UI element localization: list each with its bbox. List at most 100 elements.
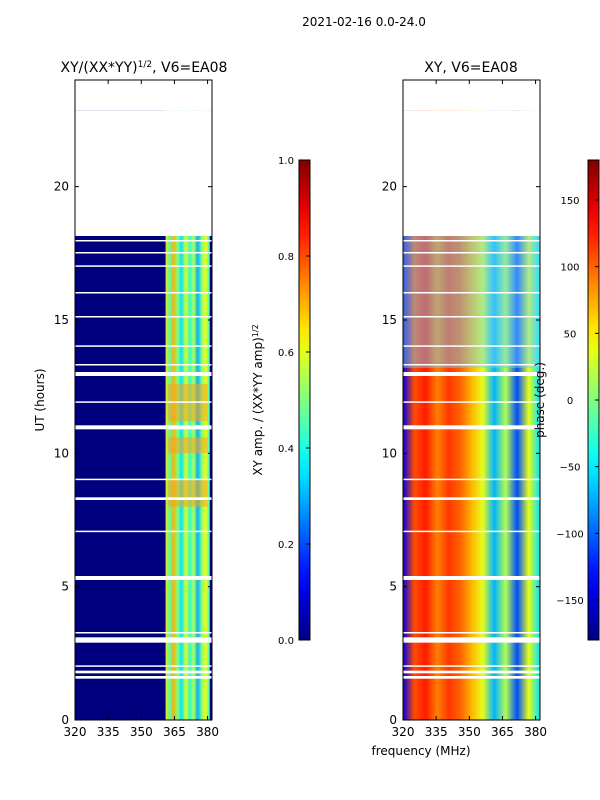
amplitude-x-ticks: 320 335 350 365 380	[64, 80, 219, 739]
amp-gap	[75, 425, 212, 430]
amp-gap	[75, 478, 212, 481]
phase-colorbar-ticks: 150 100 50 0 −50 −100 −150	[556, 196, 599, 607]
amp-gap	[75, 670, 212, 674]
amp-hot-patch	[167, 437, 208, 454]
phase-gap	[403, 316, 540, 318]
y-tick-label: 10	[382, 446, 397, 460]
y-tick-label: 5	[61, 580, 69, 594]
amp-gap	[75, 576, 212, 580]
phase-y-ticks: 0 5 10 15 20	[382, 180, 540, 727]
x-tick-label: 365	[163, 725, 186, 739]
amplitude-colorbar	[298, 159, 311, 641]
amp-gap	[75, 252, 212, 254]
x-tick-label: 350	[130, 725, 153, 739]
phase-gap	[403, 530, 540, 533]
amp-title-rest: , V6=EA08	[152, 60, 227, 76]
amp-gap	[75, 497, 212, 500]
amp-gap	[75, 345, 212, 347]
amplitude-colorbar-label: XY amp. / (XX*YY amp)1/2	[251, 324, 266, 475]
phase-gap	[403, 80, 540, 111]
amp-gap	[75, 265, 212, 267]
amp-panel-title: XY/(XX*YY)1/2, V6=EA08	[61, 60, 228, 76]
y-tick-label: 15	[54, 313, 69, 327]
phase-gap	[403, 110, 540, 236]
amp-gap	[75, 665, 212, 667]
y-tick-label: 15	[382, 313, 397, 327]
amplitude-colorbar-ticks: 0.0 0.2 0.4 0.6 0.8 1.0	[278, 156, 310, 647]
y-tick-label: 0	[389, 713, 397, 727]
colorbar-tick-label: 1.0	[278, 156, 294, 167]
phase-gap	[403, 425, 540, 430]
figure-xlabel: frequency (MHz)	[371, 744, 470, 758]
amp-gap	[75, 676, 212, 679]
y-tick-label: 5	[389, 580, 397, 594]
amp-gap	[75, 372, 212, 376]
colorbar-tick-label: −150	[556, 596, 583, 607]
phase-gap	[403, 478, 540, 481]
colorbar-tick-label: 150	[560, 196, 579, 207]
x-tick-label: 365	[491, 725, 514, 739]
amp-title-main: XY/(XX*YY)	[61, 60, 138, 76]
x-tick-label: 320	[64, 725, 87, 739]
x-tick-label: 335	[97, 725, 120, 739]
phase-gap	[403, 665, 540, 667]
colorbar-tick-label: −50	[559, 463, 580, 474]
phase-gap	[403, 576, 540, 580]
phase-gap	[403, 292, 540, 294]
y-tick-label: 20	[54, 180, 69, 194]
x-tick-label: 335	[425, 725, 448, 739]
amplitude-ylabel: UT (hours)	[33, 368, 47, 431]
y-tick-label: 10	[54, 446, 69, 460]
phase-gap	[403, 252, 540, 254]
figure-suptitle: 2021-02-16 0.0-24.0	[302, 15, 426, 29]
amp-cbar-label-sup: 1/2	[251, 324, 260, 337]
amp-title-sup: 1/2	[138, 60, 152, 70]
amp-gap	[75, 80, 212, 111]
phase-gap	[403, 632, 540, 634]
phase-axes-frame	[402, 79, 541, 721]
phase-cool-patch	[403, 234, 540, 368]
amp-gap	[75, 240, 212, 242]
amp-gap	[75, 632, 212, 634]
x-tick-label: 380	[196, 725, 219, 739]
colorbar-tick-label: 0.4	[278, 444, 294, 455]
colorbar-tick-label: 0.2	[278, 540, 294, 551]
y-tick-label: 0	[61, 713, 69, 727]
amp-gap	[75, 316, 212, 318]
phase-gap	[403, 401, 540, 403]
amp-gap	[75, 110, 212, 236]
amp-gap	[75, 530, 212, 533]
phase-gap	[403, 637, 540, 643]
colorbar-tick-label: 0	[567, 396, 573, 407]
y-tick-label: 20	[382, 180, 397, 194]
amp-hot-patch	[167, 480, 208, 507]
phase-panel-title: XY, V6=EA08	[424, 60, 518, 76]
amp-gap	[75, 401, 212, 403]
phase-gap	[403, 372, 540, 376]
phase-heatmap	[403, 80, 540, 720]
colorbar-tick-label: 0.8	[278, 252, 294, 263]
phase-gap	[403, 364, 540, 366]
colorbar-tick-label: 0.0	[278, 636, 294, 647]
amplitude-axes-frame	[74, 79, 213, 721]
amp-gap	[75, 292, 212, 294]
x-tick-label: 350	[458, 725, 481, 739]
amplitude-heatmap	[75, 80, 212, 720]
colorbar-tick-label: 50	[564, 329, 577, 340]
amp-cbar-label-main: XY amp. / (XX*YY amp)	[251, 337, 265, 475]
colorbar-tick-label: −100	[556, 529, 583, 540]
phase-gap	[403, 497, 540, 500]
phase-gap	[403, 676, 540, 679]
phase-gap	[403, 345, 540, 347]
colorbar-tick-label: 0.6	[278, 348, 294, 359]
amp-gap	[75, 637, 212, 643]
phase-x-ticks: 320 335 350 365 380	[392, 80, 547, 739]
x-tick-label: 320	[392, 725, 415, 739]
amp-gap	[75, 364, 212, 366]
colorbar-tick-label: 100	[560, 263, 579, 274]
amplitude-y-ticks: 0 5 10 15 20	[54, 180, 212, 727]
phase-gap	[403, 265, 540, 267]
phase-gap	[403, 240, 540, 242]
phase-gap	[403, 670, 540, 674]
